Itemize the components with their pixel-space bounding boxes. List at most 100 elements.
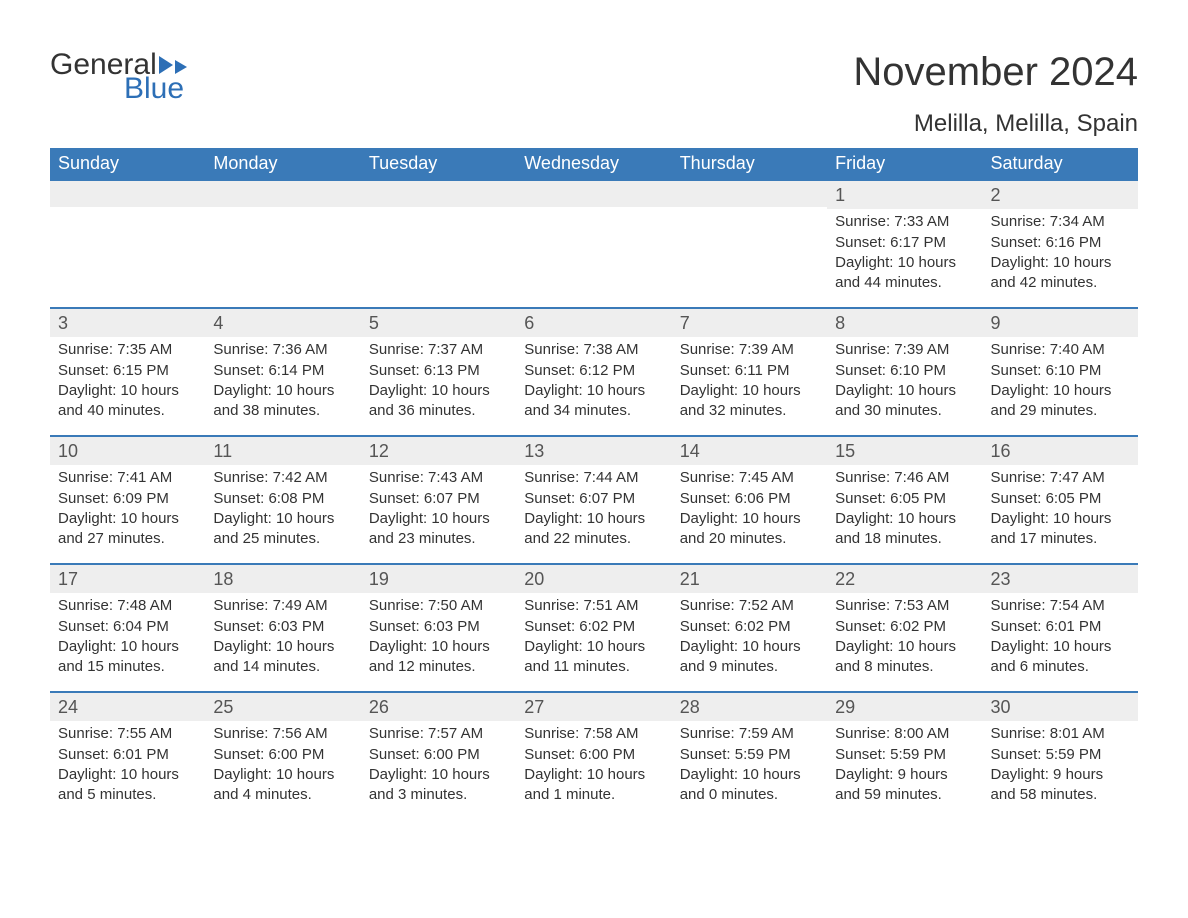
daylight-text: Daylight: 10 hours and 18 minutes. (835, 509, 974, 550)
day-number (205, 181, 360, 207)
daylight-text: Daylight: 10 hours and 17 minutes. (991, 509, 1130, 550)
daylight-text: Daylight: 9 hours and 58 minutes. (991, 765, 1130, 806)
sunset-text: Sunset: 6:12 PM (524, 361, 663, 381)
day-number: 22 (827, 565, 982, 593)
day-body: Sunrise: 7:36 AMSunset: 6:14 PMDaylight:… (205, 337, 360, 429)
sunset-text: Sunset: 6:07 PM (369, 489, 508, 509)
day-body: Sunrise: 7:42 AMSunset: 6:08 PMDaylight:… (205, 465, 360, 557)
day-number: 24 (50, 693, 205, 721)
daylight-text: Daylight: 10 hours and 15 minutes. (58, 637, 197, 678)
day-cell: 28Sunrise: 7:59 AMSunset: 5:59 PMDayligh… (672, 693, 827, 819)
daylight-text: Daylight: 10 hours and 27 minutes. (58, 509, 197, 550)
sunset-text: Sunset: 5:59 PM (680, 745, 819, 765)
daylight-text: Daylight: 10 hours and 3 minutes. (369, 765, 508, 806)
day-number: 17 (50, 565, 205, 593)
day-cell: 7Sunrise: 7:39 AMSunset: 6:11 PMDaylight… (672, 309, 827, 435)
sunrise-text: Sunrise: 7:40 AM (991, 340, 1130, 360)
daylight-text: Daylight: 10 hours and 11 minutes. (524, 637, 663, 678)
calendar: SundayMondayTuesdayWednesdayThursdayFrid… (50, 148, 1138, 819)
day-cell: 29Sunrise: 8:00 AMSunset: 5:59 PMDayligh… (827, 693, 982, 819)
sunrise-text: Sunrise: 7:54 AM (991, 596, 1130, 616)
day-number: 20 (516, 565, 671, 593)
day-cell: 25Sunrise: 7:56 AMSunset: 6:00 PMDayligh… (205, 693, 360, 819)
weekday-header-cell: Tuesday (361, 148, 516, 179)
day-cell: 14Sunrise: 7:45 AMSunset: 6:06 PMDayligh… (672, 437, 827, 563)
page-header: General Blue November 2024 (50, 50, 1138, 104)
logo: General Blue (50, 50, 187, 104)
day-cell: 3Sunrise: 7:35 AMSunset: 6:15 PMDaylight… (50, 309, 205, 435)
day-number (361, 181, 516, 207)
sunset-text: Sunset: 6:08 PM (213, 489, 352, 509)
daylight-text: Daylight: 10 hours and 20 minutes. (680, 509, 819, 550)
sunset-text: Sunset: 6:00 PM (524, 745, 663, 765)
daylight-text: Daylight: 10 hours and 1 minute. (524, 765, 663, 806)
sunrise-text: Sunrise: 7:57 AM (369, 724, 508, 744)
daylight-text: Daylight: 10 hours and 29 minutes. (991, 381, 1130, 422)
day-cell: 5Sunrise: 7:37 AMSunset: 6:13 PMDaylight… (361, 309, 516, 435)
day-body: Sunrise: 7:46 AMSunset: 6:05 PMDaylight:… (827, 465, 982, 557)
day-number: 13 (516, 437, 671, 465)
day-cell (516, 181, 671, 307)
sunrise-text: Sunrise: 7:39 AM (835, 340, 974, 360)
day-body: Sunrise: 7:58 AMSunset: 6:00 PMDaylight:… (516, 721, 671, 813)
day-cell: 19Sunrise: 7:50 AMSunset: 6:03 PMDayligh… (361, 565, 516, 691)
day-body: Sunrise: 7:55 AMSunset: 6:01 PMDaylight:… (50, 721, 205, 813)
weekday-header-cell: Thursday (672, 148, 827, 179)
daylight-text: Daylight: 10 hours and 44 minutes. (835, 253, 974, 294)
day-cell: 11Sunrise: 7:42 AMSunset: 6:08 PMDayligh… (205, 437, 360, 563)
daylight-text: Daylight: 10 hours and 12 minutes. (369, 637, 508, 678)
day-cell: 8Sunrise: 7:39 AMSunset: 6:10 PMDaylight… (827, 309, 982, 435)
daylight-text: Daylight: 10 hours and 0 minutes. (680, 765, 819, 806)
day-body: Sunrise: 7:50 AMSunset: 6:03 PMDaylight:… (361, 593, 516, 685)
weekday-header-cell: Saturday (983, 148, 1138, 179)
daylight-text: Daylight: 10 hours and 5 minutes. (58, 765, 197, 806)
day-body: Sunrise: 7:39 AMSunset: 6:11 PMDaylight:… (672, 337, 827, 429)
sunrise-text: Sunrise: 7:53 AM (835, 596, 974, 616)
sunset-text: Sunset: 6:03 PM (369, 617, 508, 637)
day-body: Sunrise: 7:38 AMSunset: 6:12 PMDaylight:… (516, 337, 671, 429)
sunrise-text: Sunrise: 7:46 AM (835, 468, 974, 488)
day-number: 18 (205, 565, 360, 593)
daylight-text: Daylight: 10 hours and 4 minutes. (213, 765, 352, 806)
day-cell (672, 181, 827, 307)
sunrise-text: Sunrise: 7:55 AM (58, 724, 197, 744)
day-body: Sunrise: 7:39 AMSunset: 6:10 PMDaylight:… (827, 337, 982, 429)
day-number: 5 (361, 309, 516, 337)
sunset-text: Sunset: 6:09 PM (58, 489, 197, 509)
daylight-text: Daylight: 10 hours and 23 minutes. (369, 509, 508, 550)
day-number: 1 (827, 181, 982, 209)
day-body: Sunrise: 7:51 AMSunset: 6:02 PMDaylight:… (516, 593, 671, 685)
day-number: 12 (361, 437, 516, 465)
day-body: Sunrise: 7:34 AMSunset: 6:16 PMDaylight:… (983, 209, 1138, 301)
day-cell: 13Sunrise: 7:44 AMSunset: 6:07 PMDayligh… (516, 437, 671, 563)
day-number: 26 (361, 693, 516, 721)
sunrise-text: Sunrise: 7:42 AM (213, 468, 352, 488)
day-number: 30 (983, 693, 1138, 721)
sunrise-text: Sunrise: 7:56 AM (213, 724, 352, 744)
weekday-header-row: SundayMondayTuesdayWednesdayThursdayFrid… (50, 148, 1138, 179)
day-cell: 18Sunrise: 7:49 AMSunset: 6:03 PMDayligh… (205, 565, 360, 691)
sunrise-text: Sunrise: 7:41 AM (58, 468, 197, 488)
sunrise-text: Sunrise: 7:48 AM (58, 596, 197, 616)
day-cell: 16Sunrise: 7:47 AMSunset: 6:05 PMDayligh… (983, 437, 1138, 563)
sunset-text: Sunset: 6:01 PM (991, 617, 1130, 637)
weekday-header-cell: Monday (205, 148, 360, 179)
day-number: 3 (50, 309, 205, 337)
sunrise-text: Sunrise: 7:45 AM (680, 468, 819, 488)
daylight-text: Daylight: 10 hours and 14 minutes. (213, 637, 352, 678)
day-cell: 30Sunrise: 8:01 AMSunset: 5:59 PMDayligh… (983, 693, 1138, 819)
sunset-text: Sunset: 6:00 PM (213, 745, 352, 765)
sunrise-text: Sunrise: 7:34 AM (991, 212, 1130, 232)
sunset-text: Sunset: 6:02 PM (835, 617, 974, 637)
day-cell (361, 181, 516, 307)
day-cell: 26Sunrise: 7:57 AMSunset: 6:00 PMDayligh… (361, 693, 516, 819)
day-body: Sunrise: 7:59 AMSunset: 5:59 PMDaylight:… (672, 721, 827, 813)
daylight-text: Daylight: 10 hours and 32 minutes. (680, 381, 819, 422)
page-title: November 2024 (853, 50, 1138, 95)
sunset-text: Sunset: 6:07 PM (524, 489, 663, 509)
sunrise-text: Sunrise: 7:36 AM (213, 340, 352, 360)
day-number: 10 (50, 437, 205, 465)
day-body: Sunrise: 7:33 AMSunset: 6:17 PMDaylight:… (827, 209, 982, 301)
day-number: 29 (827, 693, 982, 721)
sunrise-text: Sunrise: 8:00 AM (835, 724, 974, 744)
